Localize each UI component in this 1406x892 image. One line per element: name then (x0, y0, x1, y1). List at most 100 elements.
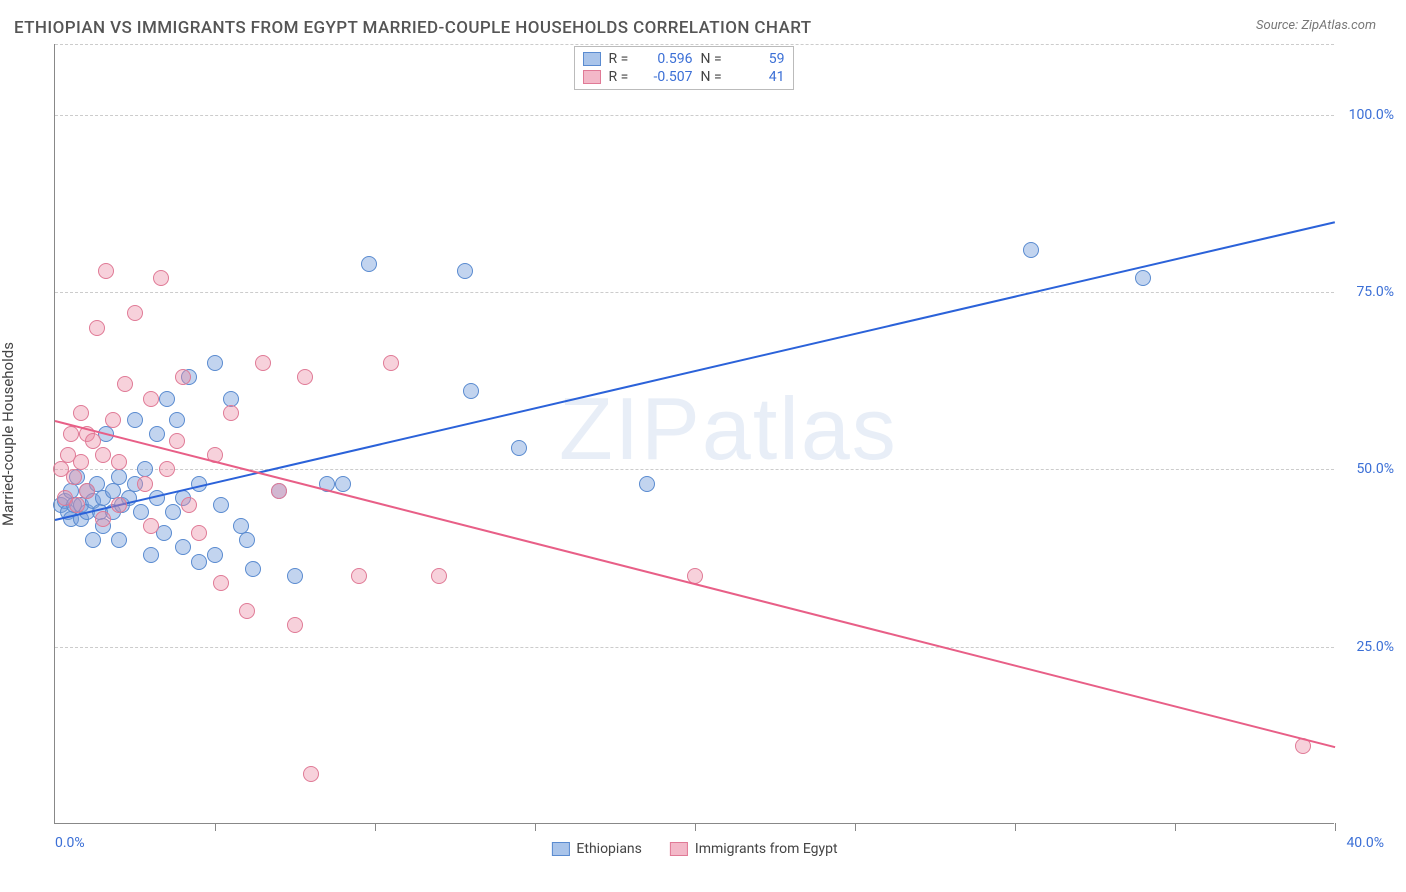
x-tick (1335, 823, 1336, 831)
source-prefix: Source: (1256, 18, 1301, 33)
data-point (127, 412, 143, 428)
r-label: R = (609, 69, 635, 85)
data-point (73, 454, 89, 470)
x-tick (215, 823, 216, 831)
legend-item: Immigrants from Egypt (670, 841, 838, 857)
data-point (271, 483, 287, 499)
n-value: 41 (735, 69, 785, 85)
r-value: -0.507 (643, 69, 693, 85)
y-tick-label: 50.0% (1340, 461, 1394, 477)
x-start-label: 0.0% (55, 835, 85, 851)
data-point (169, 412, 185, 428)
x-end-label: 40.0% (1346, 835, 1384, 851)
data-point (85, 532, 101, 548)
y-axis-label: Married-couple Households (0, 342, 17, 526)
data-point (457, 263, 473, 279)
x-tick (535, 823, 536, 831)
data-point (383, 355, 399, 371)
x-tick (375, 823, 376, 831)
data-point (255, 355, 271, 371)
data-point (191, 525, 207, 541)
series-legend: Ethiopians Immigrants from Egypt (551, 841, 837, 857)
data-point (159, 461, 175, 477)
chart-title: ETHIOPIAN VS IMMIGRANTS FROM EGYPT MARRI… (14, 18, 812, 38)
data-point (207, 547, 223, 563)
data-point (89, 320, 105, 336)
legend-swatch (583, 52, 601, 66)
data-point (165, 504, 181, 520)
correlation-legend: R = 0.596 N = 59 R = -0.507 N = 41 (574, 46, 794, 90)
data-point (175, 369, 191, 385)
data-point (111, 469, 127, 485)
data-point (111, 532, 127, 548)
n-value: 59 (735, 51, 785, 67)
x-tick (1175, 823, 1176, 831)
legend-label: Immigrants from Egypt (695, 841, 838, 857)
x-tick (695, 823, 696, 831)
n-label: N = (701, 69, 727, 85)
data-point (111, 497, 127, 513)
data-point (297, 369, 313, 385)
data-point (69, 497, 85, 513)
legend-swatch (670, 842, 688, 856)
data-point (181, 497, 197, 513)
data-point (335, 476, 351, 492)
legend-label: Ethiopians (576, 841, 641, 857)
data-point (137, 476, 153, 492)
data-point (1135, 270, 1151, 286)
data-point (511, 440, 527, 456)
data-point (287, 568, 303, 584)
data-point (239, 532, 255, 548)
n-label: N = (701, 51, 727, 67)
y-tick-label: 25.0% (1340, 639, 1394, 655)
chart-header: ETHIOPIAN VS IMMIGRANTS FROM EGYPT MARRI… (0, 0, 1406, 44)
data-point (95, 511, 111, 527)
trend-line (55, 221, 1335, 521)
y-tick-label: 75.0% (1340, 284, 1394, 300)
legend-item: Ethiopians (551, 841, 641, 857)
data-point (213, 575, 229, 591)
x-tick (1015, 823, 1016, 831)
data-point (66, 469, 82, 485)
data-point (85, 433, 101, 449)
gridline (55, 647, 1334, 648)
data-point (143, 391, 159, 407)
data-point (239, 603, 255, 619)
data-point (143, 518, 159, 534)
data-point (117, 376, 133, 392)
source-attribution: Source: ZipAtlas.com (1256, 18, 1376, 33)
data-point (169, 433, 185, 449)
data-point (1023, 242, 1039, 258)
data-point (149, 426, 165, 442)
data-point (63, 426, 79, 442)
data-point (143, 547, 159, 563)
legend-swatch (583, 70, 601, 84)
x-tick (855, 823, 856, 831)
legend-row: R = 0.596 N = 59 (583, 50, 785, 68)
watermark-part1: ZIP (559, 378, 702, 477)
data-point (105, 412, 121, 428)
watermark-part2: atlas (702, 378, 898, 477)
legend-swatch (551, 842, 569, 856)
chart-area: Married-couple Households ZIPatlas R =0.… (14, 44, 1334, 824)
data-point (213, 497, 229, 513)
data-point (159, 391, 175, 407)
data-point (133, 504, 149, 520)
r-label: R = (609, 51, 635, 67)
plot-region: ZIPatlas R =0.596N =59R =-0.507N =41 Eth… (54, 44, 1334, 824)
source-name: ZipAtlas.com (1301, 18, 1376, 33)
gridline (55, 292, 1334, 293)
data-point (361, 256, 377, 272)
gridline (55, 44, 1334, 45)
watermark: ZIPatlas (559, 377, 898, 479)
data-point (95, 447, 111, 463)
r-value: 0.596 (643, 51, 693, 67)
data-point (111, 454, 127, 470)
gridline (55, 115, 1334, 116)
data-point (207, 355, 223, 371)
data-point (287, 617, 303, 633)
data-point (153, 270, 169, 286)
data-point (351, 568, 367, 584)
data-point (639, 476, 655, 492)
data-point (463, 383, 479, 399)
